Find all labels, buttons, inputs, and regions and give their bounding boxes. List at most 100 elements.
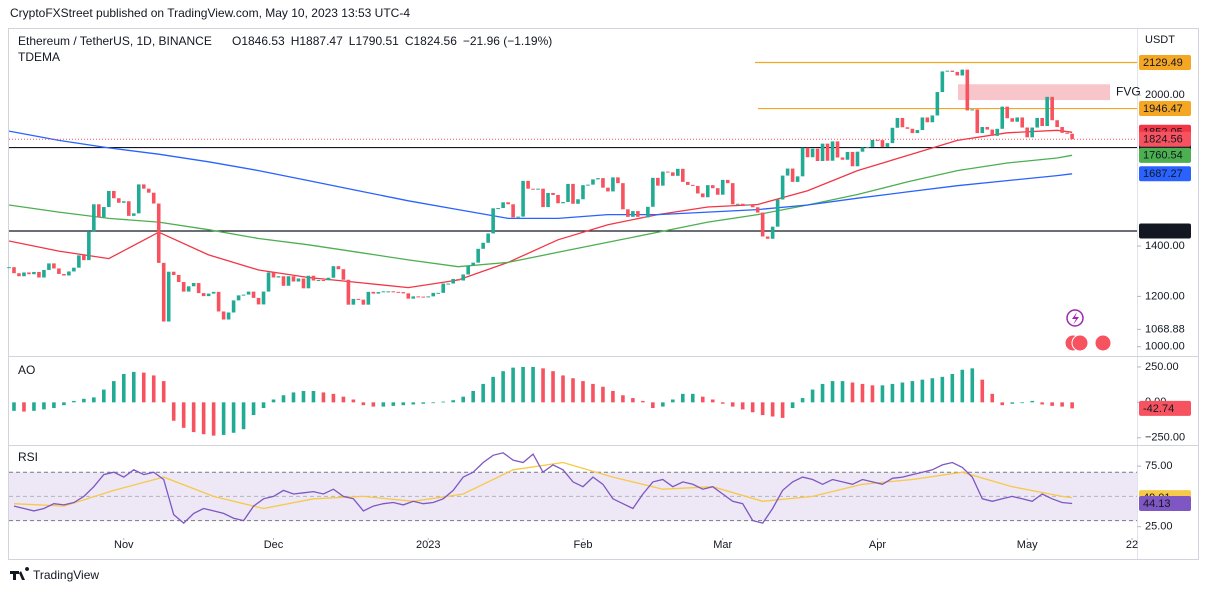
candle-body (161, 262, 166, 322)
candle-body (661, 171, 665, 186)
candle-body (1020, 117, 1025, 128)
candle-body (461, 274, 465, 281)
candle-body (671, 172, 675, 176)
ao-bar (810, 389, 815, 403)
ao-bar (62, 402, 66, 406)
ema-line (9, 130, 1073, 220)
candle-body (666, 171, 670, 173)
candle-body (406, 293, 411, 299)
candle-body (930, 115, 935, 123)
candle-body (995, 128, 1000, 136)
candle-body (47, 263, 51, 270)
rsi-title: RSI (18, 450, 38, 464)
candle-body (62, 273, 66, 276)
candle-body (366, 291, 371, 305)
ao-bar (900, 382, 905, 403)
candle-body (391, 291, 396, 293)
ao-bar (760, 402, 765, 416)
candle-body (42, 269, 46, 278)
ao-bar (750, 402, 755, 413)
ao-bar (121, 374, 126, 403)
ao-bar (1010, 402, 1015, 404)
candle-body (900, 117, 905, 128)
candle-body (371, 291, 376, 294)
ao-bar (910, 381, 915, 403)
candle-body (970, 109, 975, 111)
ao-bar (581, 381, 585, 403)
candle-body (875, 139, 880, 141)
ao-bar (551, 371, 555, 403)
ao-bar (141, 372, 146, 403)
candle-body (940, 71, 945, 93)
candle-body (72, 267, 76, 272)
candle-body (511, 204, 515, 218)
ao-bar (12, 402, 16, 411)
candle-body (97, 204, 101, 218)
candle-body (720, 179, 725, 195)
logo (10, 567, 30, 580)
candle-body (221, 311, 226, 320)
ao-bar (890, 383, 895, 403)
candle-body (102, 207, 106, 218)
candle-body (251, 291, 256, 298)
ao-bar (421, 402, 426, 404)
ao-bar (980, 379, 985, 403)
ao-bar (1050, 402, 1054, 406)
candle-body (606, 187, 610, 192)
candle-body (760, 212, 765, 237)
candle-body (356, 298, 361, 300)
candle-body (296, 278, 301, 282)
candle-body (975, 109, 980, 134)
candle-body (421, 296, 426, 298)
candle-body (211, 291, 216, 294)
lightning-icon (1072, 312, 1079, 325)
ao-title: AO (18, 363, 35, 377)
candle-body (416, 296, 421, 298)
ao-bar (561, 375, 565, 403)
ao-bar (641, 400, 645, 403)
candle-body (775, 199, 780, 227)
candle-body (985, 127, 990, 130)
ao-bar (391, 402, 396, 406)
candle-body (112, 190, 116, 199)
ao-bar (850, 382, 855, 403)
ao-bar (481, 383, 485, 403)
candle-body (521, 180, 525, 217)
ao-bar (950, 374, 955, 403)
candle-body (905, 127, 910, 129)
candle-body (451, 279, 456, 284)
price-tag (1139, 54, 1191, 70)
candle-body (890, 127, 895, 144)
flag-icon[interactable] (1094, 334, 1112, 352)
candle-body (151, 192, 156, 204)
candle-body (626, 209, 630, 217)
candle-body (321, 280, 326, 282)
ao-bar (431, 402, 436, 404)
price-tag (1139, 147, 1191, 163)
candle-body (156, 203, 161, 263)
ao-bar (970, 368, 975, 403)
candle-body (131, 213, 136, 216)
ao-bar (690, 393, 695, 403)
ao-bar (271, 399, 276, 403)
candle-body (1005, 106, 1010, 119)
candle-body (266, 272, 271, 292)
candle-body (1070, 133, 1074, 140)
candle-body (1015, 117, 1020, 122)
ao-bar (930, 378, 935, 403)
price-tag-label: 1760.54 (1143, 150, 1183, 162)
candle-body (456, 279, 460, 281)
ao-bar (720, 402, 725, 404)
event-icons[interactable] (1064, 309, 1112, 352)
candle-body (765, 236, 770, 239)
candle-body (241, 294, 246, 296)
y-tick-label: 1200.00 (1145, 290, 1185, 302)
candle-body (361, 299, 366, 305)
candle-body (710, 185, 715, 189)
ao-bar (22, 402, 26, 412)
flag-icon[interactable] (1071, 334, 1089, 352)
candle-body (945, 70, 950, 72)
footer-brand[interactable]: TradingView (33, 568, 99, 582)
y-tick-label: 1068.88 (1145, 323, 1185, 335)
